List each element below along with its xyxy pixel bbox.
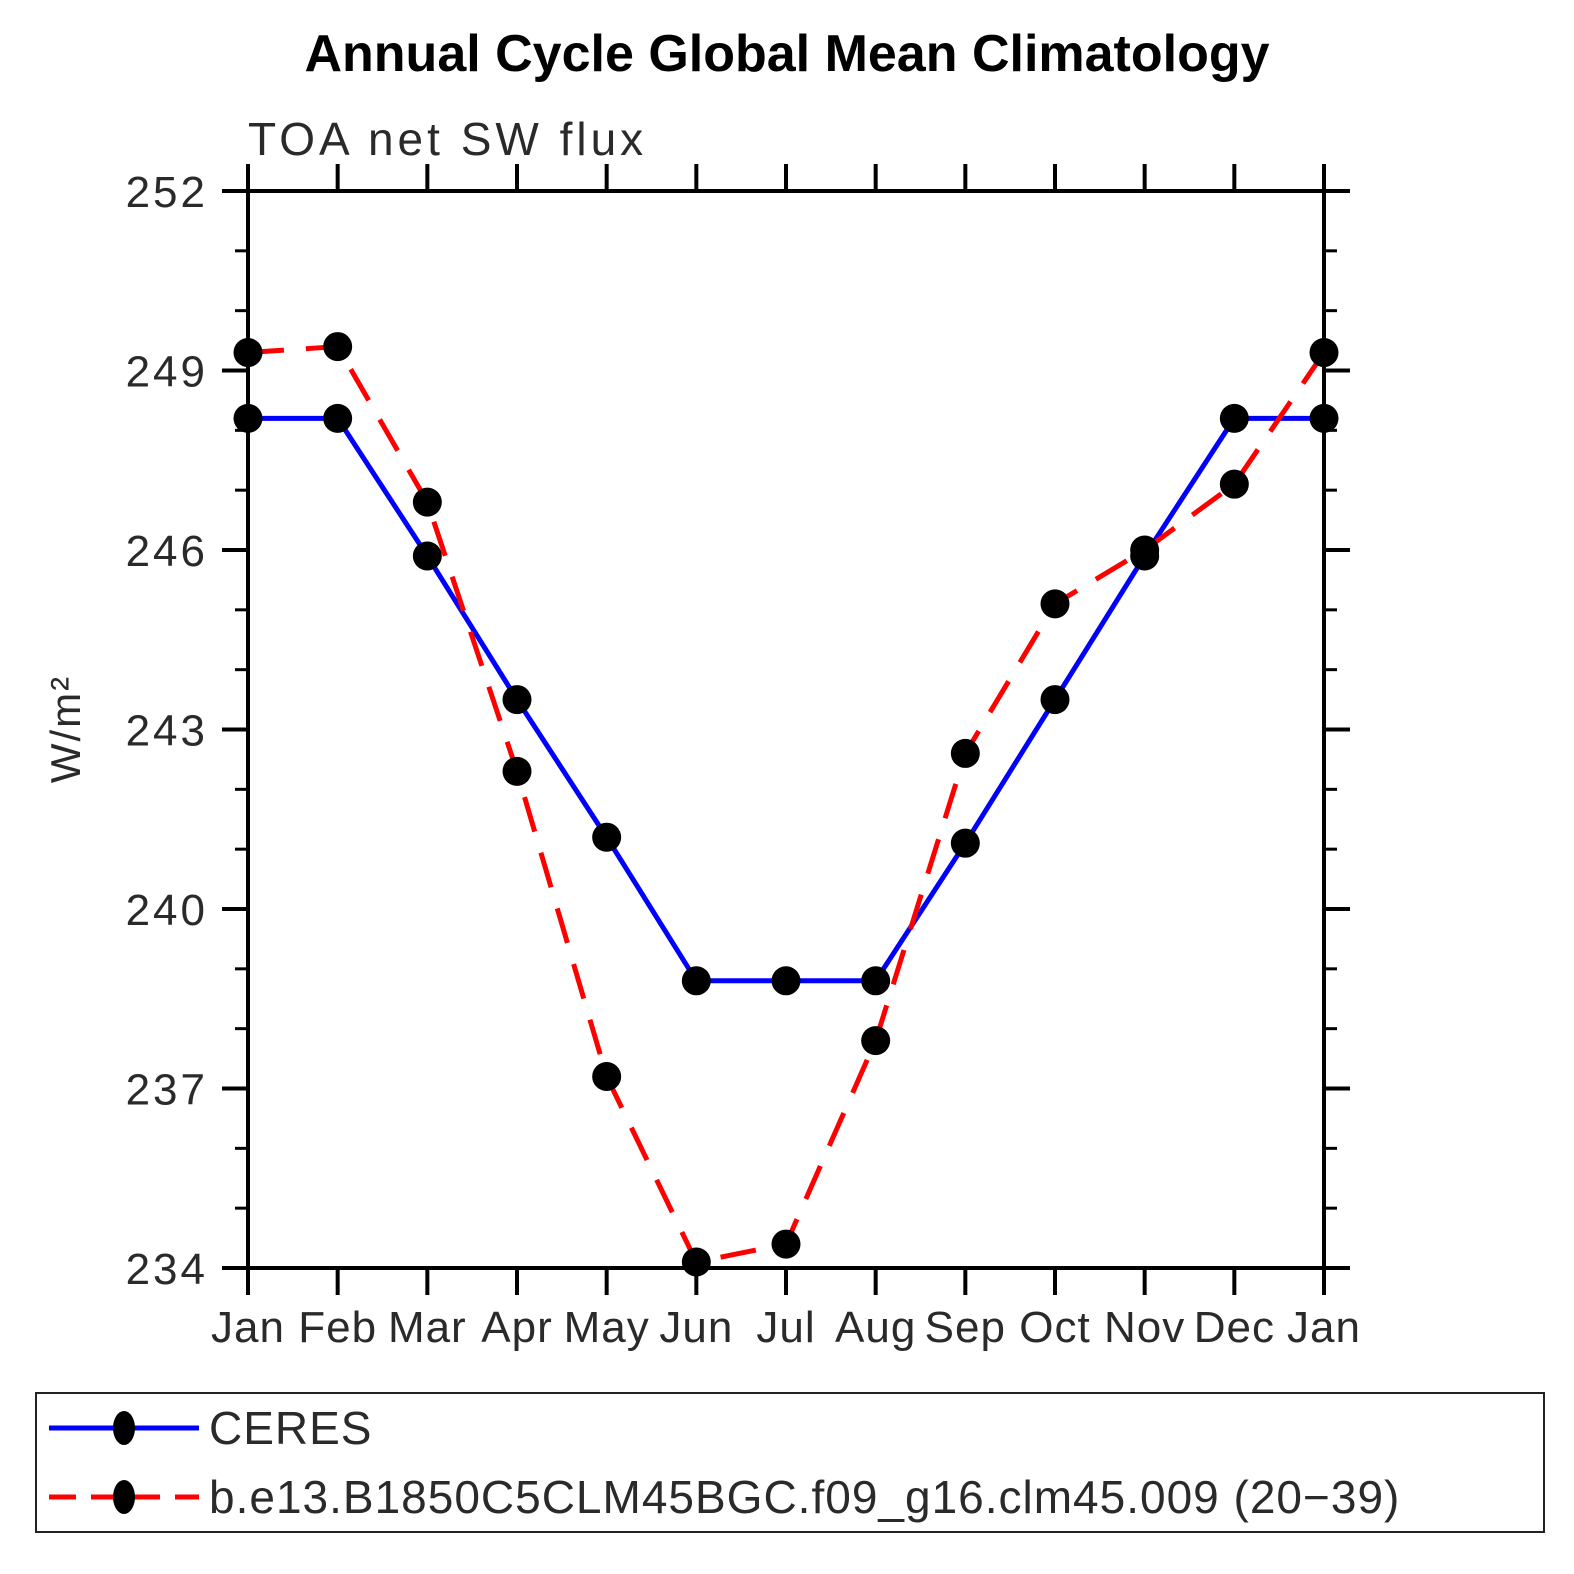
data-point-marker bbox=[592, 1062, 622, 1092]
data-point-marker bbox=[950, 828, 980, 858]
legend-item-ceres: CERES bbox=[37, 1394, 1543, 1463]
x-tick-label: Sep bbox=[925, 1303, 1006, 1352]
y-tick-label: 249 bbox=[126, 348, 208, 397]
data-point-marker bbox=[771, 966, 801, 996]
x-tick-label: Dec bbox=[1194, 1303, 1275, 1352]
data-point-marker bbox=[1309, 403, 1339, 433]
x-tick-label: Oct bbox=[1019, 1303, 1090, 1352]
data-point-marker bbox=[323, 403, 353, 433]
y-tick-label: 237 bbox=[126, 1066, 208, 1115]
series-line-model bbox=[247, 343, 1327, 1265]
data-point-marker bbox=[592, 822, 622, 852]
x-tick-label: Mar bbox=[388, 1303, 467, 1352]
data-point-marker bbox=[233, 338, 263, 368]
data-point-marker bbox=[681, 1247, 711, 1277]
ceres-line-sample bbox=[49, 1411, 199, 1446]
chart-canvas: 234 237 240 243 246 249 252 Jan Feb Mar Apr May Jun J… bbox=[126, 164, 1361, 1352]
x-tick-label: Feb bbox=[298, 1303, 377, 1352]
data-point-marker bbox=[861, 966, 891, 996]
data-point-marker bbox=[323, 332, 353, 362]
ceres-sample-marker-icon bbox=[113, 1411, 135, 1446]
legend-label-ceres: CERES bbox=[209, 1402, 373, 1455]
data-point-marker bbox=[771, 1229, 801, 1259]
chart-subtitle: TOA net SW flux bbox=[248, 113, 648, 165]
x-tick-label: Jan bbox=[1287, 1303, 1361, 1352]
x-tick-label: Aug bbox=[835, 1303, 916, 1352]
data-point-marker bbox=[1309, 338, 1339, 368]
data-point-marker bbox=[502, 756, 532, 786]
x-tick-label: Apr bbox=[481, 1303, 552, 1352]
legend-item-model: b.e13.B1850C5CLM45BGC.f09_g16.clm45.009 … bbox=[37, 1463, 1543, 1532]
y-tick-label: 243 bbox=[126, 707, 208, 756]
data-point-marker bbox=[950, 738, 980, 768]
data-point-marker bbox=[1040, 589, 1070, 619]
x-tick-label: Jun bbox=[659, 1303, 733, 1352]
data-point-marker bbox=[1219, 403, 1249, 433]
y-tick-label: 246 bbox=[126, 527, 208, 576]
axis-frame bbox=[246, 189, 1326, 1270]
chart-title: Annual Cycle Global Mean Climatology bbox=[304, 25, 1270, 83]
y-tick-label: 240 bbox=[126, 886, 208, 935]
x-tick-label: May bbox=[564, 1303, 650, 1352]
data-point-marker bbox=[412, 487, 442, 517]
x-tick-label: Jul bbox=[756, 1303, 815, 1352]
legend-label-model: b.e13.B1850C5CLM45BGC.f09_g16.clm45.009 … bbox=[209, 1470, 1401, 1523]
model-sample-marker-icon bbox=[113, 1479, 135, 1514]
model-line-sample bbox=[49, 1479, 199, 1514]
data-point-marker bbox=[861, 1026, 891, 1056]
legend-box: CERES b.e13.B1850C5CLM45BGC.f09_g16.clm4… bbox=[35, 1392, 1545, 1533]
x-tick-label: Jan bbox=[211, 1303, 285, 1352]
data-point-marker bbox=[502, 685, 532, 715]
x-tick-label: Nov bbox=[1104, 1303, 1185, 1352]
y-tick-label: 252 bbox=[126, 168, 208, 217]
data-point-marker bbox=[412, 541, 442, 571]
data-point-marker bbox=[1219, 469, 1249, 499]
series-line-ceres bbox=[248, 415, 1324, 984]
data-point-marker bbox=[681, 966, 711, 996]
y-tick-label: 234 bbox=[126, 1245, 208, 1294]
data-point-marker bbox=[233, 403, 263, 433]
data-point-marker bbox=[1130, 535, 1160, 565]
data-point-marker bbox=[1040, 685, 1070, 715]
